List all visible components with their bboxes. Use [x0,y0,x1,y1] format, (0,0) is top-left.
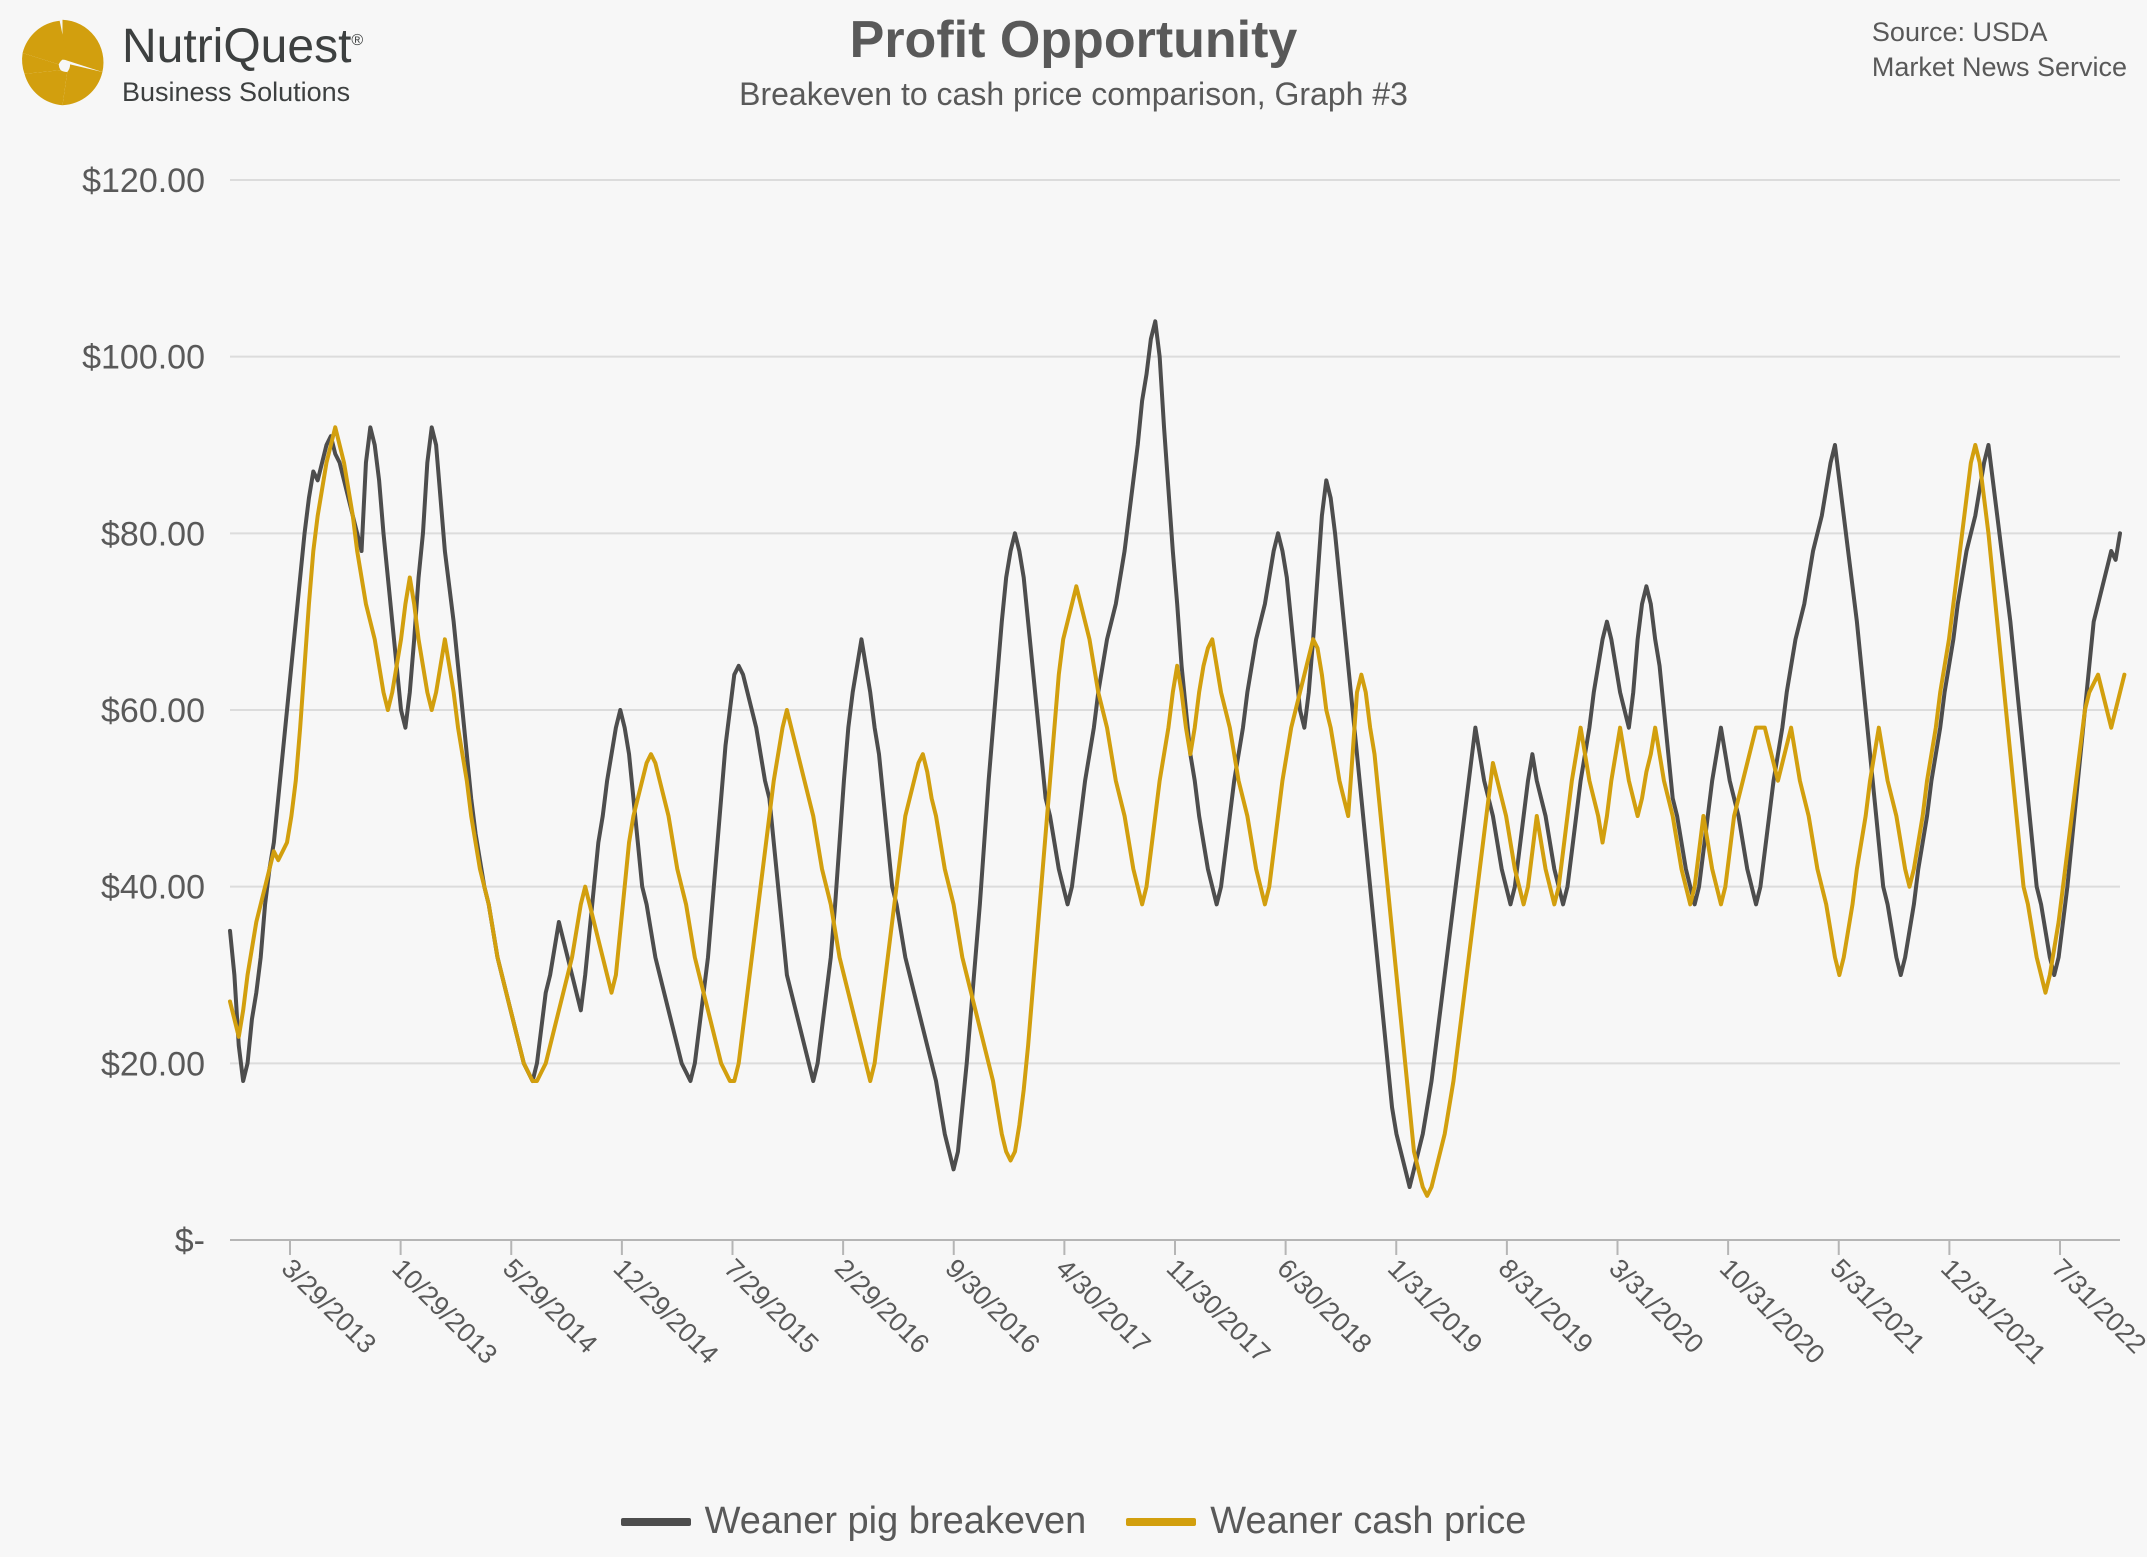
y-axis-label-60: $60.00 [101,692,205,730]
x-axis-label-5: 2/29/2016 [829,1253,935,1359]
x-axis-label-13: 10/31/2020 [1714,1253,1831,1370]
cash-swatch-icon [1126,1518,1196,1526]
x-axis-label-16: 7/31/2022 [2046,1253,2147,1359]
nutriquest-logo-icon [15,15,110,110]
x-axis-label-0: 3/29/2013 [276,1253,382,1359]
brand-logo: NutriQuest® Business Solutions [15,15,363,110]
y-axis-label-120: $120.00 [82,162,205,200]
brand-suffix: ® [351,32,363,49]
brand-text: NutriQuest® Business Solutions [122,15,363,108]
x-axis-label-2: 5/29/2014 [497,1253,603,1359]
x-axis-label-8: 11/30/2017 [1161,1253,1276,1368]
header: NutriQuest® Business Solutions Profit Op… [0,0,2147,150]
legend: Weaner pig breakeven Weaner cash price [0,1500,2147,1543]
x-axis-label-4: 7/29/2015 [718,1253,824,1359]
brand-tagline: Business Solutions [122,77,363,108]
y-axis-label-0: $- [175,1222,205,1260]
y-axis-label-20: $20.00 [101,1045,205,1083]
x-axis-label-15: 12/31/2021 [1935,1253,2052,1370]
chart-area: $120.00 $100.00 $80.00 $60.00 $40.00 $20.00 $-… [0,150,2147,1557]
x-axis-label-12: 3/31/2020 [1603,1253,1709,1359]
brand-name: NutriQuest [122,20,351,73]
legend-label-breakeven: Weaner pig breakeven [705,1500,1087,1543]
gridlines [230,180,2120,1240]
breakeven-line[interactable] [230,321,2120,1187]
chart-title: Profit Opportunity [739,10,1408,70]
legend-item-breakeven[interactable]: Weaner pig breakeven [621,1500,1087,1543]
y-axis-label-100: $100.00 [82,339,205,377]
source-line2: Market News Service [1872,50,2127,85]
legend-label-cash: Weaner cash price [1210,1500,1526,1543]
y-axis-label-40: $40.00 [101,869,205,907]
x-axis-label-1: 10/29/2013 [386,1253,503,1370]
legend-item-cash[interactable]: Weaner cash price [1126,1500,1526,1543]
chart-subtitle: Breakeven to cash price comparison, Grap… [739,76,1408,113]
line-chart-svg: $120.00 $100.00 $80.00 $60.00 $40.00 $20.00 $-… [0,150,2147,1557]
x-axis-label-11: 8/31/2019 [1493,1253,1599,1359]
source-line1: Source: USDA [1872,15,2127,50]
x-axis-label-7: 4/30/2017 [1050,1253,1156,1359]
x-axis-label-6: 9/30/2016 [940,1253,1046,1359]
chart-title-block: Profit Opportunity Breakeven to cash pri… [739,10,1408,113]
source-block: Source: USDA Market News Service [1872,15,2127,85]
breakeven-swatch-icon [621,1518,691,1526]
y-axis-label-80: $80.00 [101,515,205,553]
y-axis-labels: $120.00 $100.00 $80.00 $60.00 $40.00 $20.00 $- [82,162,205,1260]
x-axis-label-3: 12/29/2014 [608,1253,725,1370]
x-axis-label-14: 5/31/2021 [1825,1253,1931,1359]
x-axis-ticks [290,1240,2060,1255]
x-axis-label-10: 1/31/2019 [1382,1253,1488,1359]
cash-price-line[interactable] [230,427,2124,1196]
x-axis-label-9: 6/30/2018 [1271,1253,1377,1359]
